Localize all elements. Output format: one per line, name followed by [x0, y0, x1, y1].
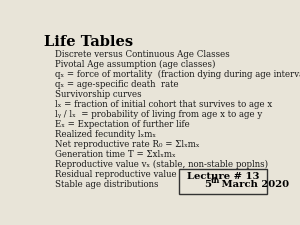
Text: Life Tables: Life Tables	[44, 35, 134, 49]
Text: Residual reproductive value vₓ*: Residual reproductive value vₓ*	[55, 170, 192, 179]
Text: Lecture # 13: Lecture # 13	[187, 172, 259, 181]
Text: lₓ = fraction of initial cohort that survives to age x: lₓ = fraction of initial cohort that sur…	[55, 100, 272, 109]
Text: 5: 5	[204, 180, 211, 189]
Text: Eₓ = Expectation of further life: Eₓ = Expectation of further life	[55, 120, 190, 129]
Text: qₓ = force of mortality  (fraction dying during age interval): qₓ = force of mortality (fraction dying …	[55, 70, 300, 79]
Text: Pivotal Age assumption (age classes): Pivotal Age assumption (age classes)	[55, 60, 215, 69]
Text: Reproductive value vₓ (stable, non-stable poplns): Reproductive value vₓ (stable, non-stabl…	[55, 160, 268, 169]
Text: qₓ = age-specific death  rate: qₓ = age-specific death rate	[55, 80, 178, 89]
Text: Net reproductive rate R₀ = Σlₓmₓ: Net reproductive rate R₀ = Σlₓmₓ	[55, 140, 200, 149]
Text: Stable age distributions: Stable age distributions	[55, 180, 158, 189]
Text: th: th	[211, 177, 220, 185]
Text: Discrete versus Continuous Age Classes: Discrete versus Continuous Age Classes	[55, 50, 230, 58]
Text: Generation time T = Σxlₓmₓ: Generation time T = Σxlₓmₓ	[55, 150, 176, 159]
Text: March 2020: March 2020	[218, 180, 289, 189]
FancyBboxPatch shape	[179, 169, 266, 194]
Text: Realized fecundity lₓmₓ: Realized fecundity lₓmₓ	[55, 130, 156, 139]
Text: Survivorship curves: Survivorship curves	[55, 90, 142, 99]
Text: lᵧ / lₓ  = probability of living from age x to age y: lᵧ / lₓ = probability of living from age…	[55, 110, 262, 119]
